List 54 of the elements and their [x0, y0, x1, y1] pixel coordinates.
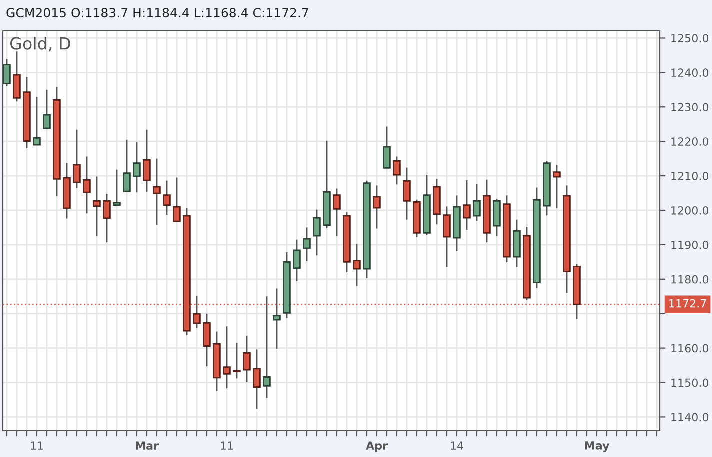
y-tick-label: 1250.0	[672, 34, 709, 43]
candlestick	[103, 193, 111, 244]
x-tick-label: 14	[451, 442, 464, 450]
candlestick	[233, 342, 241, 380]
candlestick	[133, 142, 141, 194]
y-tick-label: 1200.0	[672, 206, 709, 215]
y-tick-label: 1240.0	[672, 68, 709, 78]
y-tick-label: 1160.0	[672, 344, 709, 353]
candlestick	[553, 164, 561, 210]
y-tick-label: 1140.0	[672, 413, 709, 422]
candlestick	[303, 227, 311, 262]
candlestick	[393, 156, 401, 186]
chart-subtitle: Gold, D	[10, 37, 70, 52]
candlestick	[223, 326, 231, 390]
x-tick-label: May	[585, 442, 610, 452]
candlestick	[253, 348, 261, 410]
x-tick-label: Mar	[136, 442, 159, 450]
candlestick	[473, 183, 481, 222]
x-tick-label: 11	[221, 442, 234, 450]
x-tick-label: Apr	[366, 442, 388, 452]
candlestick	[173, 177, 181, 222]
candlestick	[313, 209, 321, 256]
candlestick	[73, 129, 81, 190]
candlestick	[353, 243, 361, 287]
candlestick	[273, 288, 281, 350]
candlestick	[293, 239, 301, 282]
candlestick	[203, 313, 211, 368]
y-tick-label: 1220.0	[672, 138, 709, 146]
candlestick	[463, 180, 471, 231]
y-tick-label: 1230.0	[672, 103, 709, 112]
x-tick-label: 11	[31, 442, 44, 450]
candlestick	[243, 335, 251, 384]
y-tick-label: 1150.0	[672, 378, 709, 388]
candlestick	[163, 180, 171, 216]
candlestick	[263, 296, 271, 399]
candlestick	[43, 89, 51, 130]
candlestick	[443, 206, 451, 268]
candlestick	[33, 96, 41, 146]
candlestick	[83, 156, 91, 214]
candlestick	[373, 185, 381, 230]
candlestick	[113, 169, 121, 206]
y-tick-label: 1180.0	[672, 275, 709, 284]
ref-line-label: 1172.7	[670, 299, 706, 308]
candlestick	[403, 167, 411, 220]
candlestick	[153, 158, 161, 226]
candlestick	[13, 50, 21, 102]
candlestick	[143, 129, 151, 193]
y-tick-label: 1190.0	[672, 240, 709, 250]
candlestick	[93, 176, 101, 238]
candlestick	[333, 188, 341, 238]
candlestick	[123, 139, 131, 192]
chart-title: GCM2015 O:1183.7 H:1184.4 L:1168.4 C:1172.7	[6, 8, 308, 18]
candlestick	[383, 126, 391, 169]
y-tick-label: 1210.0	[672, 172, 709, 180]
